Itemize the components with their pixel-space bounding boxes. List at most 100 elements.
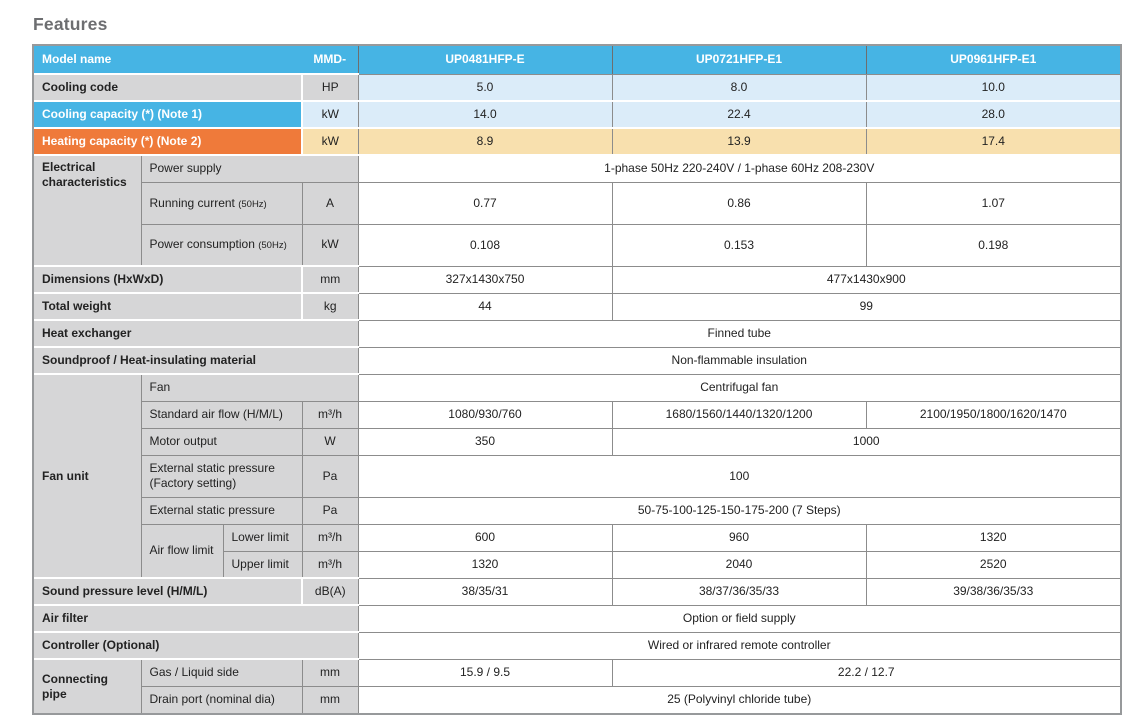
value-cell: 960 xyxy=(612,524,867,552)
table-row: Sound pressure level (H/M/L) dB(A) 38/35/3… xyxy=(34,578,1120,606)
table-row: Dimensions (HxWxD) mm 327x1430x750 477x1430… xyxy=(34,266,1120,294)
header-model-3: UP0961HFP-E1 xyxy=(866,46,1120,75)
spec-table-body: Model name MMD- UP0481HFP-E UP0721HFP-E1 UP0… xyxy=(34,46,1120,713)
unit-cell: W xyxy=(302,428,359,456)
value-cell: 1320 xyxy=(358,551,613,579)
unit-cell: kg xyxy=(302,293,359,321)
header-model-2: UP0721HFP-E1 xyxy=(612,46,867,75)
unit-cell: kW xyxy=(302,224,359,267)
table-row: Connecting pipe Gas / Liquid side mm 15.9 /… xyxy=(34,659,1120,713)
unit-cell: kW xyxy=(302,128,359,156)
table-row: Power consumption (50Hz) kW 0.108 0.153 0.19… xyxy=(34,224,1120,267)
table-row: Electrical characteristics Power supply 1-… xyxy=(34,155,1120,267)
value-cell: 22.4 xyxy=(612,101,867,129)
table-row: Standard air flow (H/M/L) m³/h 1080/930/76… xyxy=(34,401,1120,429)
features-spec-table: Model name MMD- UP0481HFP-E UP0721HFP-E1 UP0… xyxy=(32,44,1122,715)
unit-cell: HP xyxy=(302,74,359,102)
value-cell: 8.9 xyxy=(358,128,613,156)
unit-cell: kW xyxy=(302,101,359,129)
value-cell: 8.0 xyxy=(612,74,867,102)
row-label-lower-limit: Lower limit xyxy=(223,524,303,552)
header-model-1: UP0481HFP-E xyxy=(358,46,613,75)
value-cell: 1.07 xyxy=(866,182,1120,225)
table-row: Air flow limit Lower limit m³/h 600 960 1320 xyxy=(34,524,1120,579)
row-label-external-static-pressure: External static pressure xyxy=(141,497,303,525)
value-cell: Option or field supply xyxy=(358,605,1120,633)
value-cell: 50-75-100-125-150-175-200 (7 Steps) xyxy=(358,497,1120,525)
value-cell: 38/35/31 xyxy=(358,578,613,606)
value-cell: 600 xyxy=(358,524,613,552)
value-cell: 350 xyxy=(358,428,613,456)
unit-cell: mm xyxy=(302,686,359,713)
value-cell: 1320 xyxy=(866,524,1120,552)
value-cell: 1-phase 50Hz 220-240V / 1-phase 60Hz 208… xyxy=(358,155,1120,183)
value-cell: 25 (Polyvinyl chloride tube) xyxy=(358,686,1120,713)
value-cell: 2100/1950/1800/1620/1470 xyxy=(866,401,1120,429)
table-row: Upper limit m³/h 1320 2040 2520 xyxy=(34,551,1120,579)
unit-cell: Pa xyxy=(302,497,359,525)
unit-cell: m³/h xyxy=(302,551,359,579)
table-row: Total weight kg 44 99 xyxy=(34,293,1120,321)
row-label-cooling-code: Cooling code xyxy=(34,74,303,102)
unit-cell: mm xyxy=(302,266,359,294)
value-cell: 0.198 xyxy=(866,224,1120,267)
unit-cell: Pa xyxy=(302,455,359,498)
header-model-name: Model name xyxy=(34,46,302,75)
value-cell: Centrifugal fan xyxy=(358,374,1120,402)
value-cell: 10.0 xyxy=(866,74,1120,102)
value-cell: 38/37/36/35/33 xyxy=(612,578,867,606)
table-row: Cooling code HP 5.0 8.0 10.0 xyxy=(34,74,1120,102)
row-label-fan: Fan xyxy=(141,374,359,402)
header-mmd-prefix: MMD- xyxy=(302,46,359,75)
value-cell: 17.4 xyxy=(866,128,1120,156)
value-cell: 477x1430x900 xyxy=(612,266,1120,294)
value-cell: 14.0 xyxy=(358,101,613,129)
unit-cell: m³/h xyxy=(302,524,359,552)
table-row: Soundproof / Heat-insulating material Non… xyxy=(34,347,1120,375)
value-cell: 1080/930/760 xyxy=(358,401,613,429)
unit-cell: A xyxy=(302,182,359,225)
row-label-soundproof: Soundproof / Heat-insulating material xyxy=(34,347,359,375)
value-cell: 44 xyxy=(358,293,613,321)
table-row: Heating capacity (*) (Note 2) kW 8.9 13.9 17… xyxy=(34,128,1120,156)
row-label-heating-capacity: Heating capacity (*) (Note 2) xyxy=(34,128,303,156)
row-label-controller: Controller (Optional) xyxy=(34,632,359,660)
page-title: Features xyxy=(33,14,108,34)
value-cell: 2040 xyxy=(612,551,867,579)
table-row: Fan unit Fan Centrifugal fan xyxy=(34,374,1120,579)
row-label-air-filter: Air filter xyxy=(34,605,359,633)
unit-cell: mm xyxy=(302,659,359,687)
row-label-heat-exchanger: Heat exchanger xyxy=(34,320,359,348)
row-label-gas-liquid-side: Gas / Liquid side xyxy=(141,659,303,687)
table-row: Model name MMD- UP0481HFP-E UP0721HFP-E1 UP0… xyxy=(34,46,1120,75)
row-label-air-flow-limit: Air flow limit xyxy=(141,524,224,579)
row-label-power-consumption: Power consumption (50Hz) xyxy=(141,224,303,267)
table-row: Motor output W 350 1000 xyxy=(34,428,1120,456)
spec-table: Model name MMD- UP0481HFP-E UP0721HFP-E1 UP0… xyxy=(34,46,1120,713)
row-label-dimensions: Dimensions (HxWxD) xyxy=(34,266,303,294)
row-label-electrical-characteristics: Electrical characteristics xyxy=(34,155,142,267)
table-row: Controller (Optional) Wired or infrared r… xyxy=(34,632,1120,660)
row-label-fan-unit: Fan unit xyxy=(34,374,142,579)
row-label-cooling-capacity: Cooling capacity (*) (Note 1) xyxy=(34,101,303,129)
value-cell: 0.108 xyxy=(358,224,613,267)
value-cell: 22.2 / 12.7 xyxy=(612,659,1120,687)
value-cell: Non-flammable insulation xyxy=(358,347,1120,375)
row-label-power-supply: Power supply xyxy=(141,155,359,183)
value-cell: 0.86 xyxy=(612,182,867,225)
value-cell: 327x1430x750 xyxy=(358,266,613,294)
value-cell: 15.9 / 9.5 xyxy=(358,659,613,687)
value-cell: 13.9 xyxy=(612,128,867,156)
value-cell: 28.0 xyxy=(866,101,1120,129)
row-label-upper-limit: Upper limit xyxy=(223,551,303,579)
row-label-sound-pressure-level: Sound pressure level (H/M/L) xyxy=(34,578,303,606)
value-cell: 5.0 xyxy=(358,74,613,102)
value-cell: 100 xyxy=(358,455,1120,498)
table-row: External static pressure Pa 50-75-100-125-… xyxy=(34,497,1120,525)
value-cell: 39/38/36/35/33 xyxy=(866,578,1120,606)
table-row: Drain port (nominal dia) mm 25 (Polyvinyl … xyxy=(34,686,1120,713)
value-cell: 1000 xyxy=(612,428,1120,456)
table-row: Air filter Option or field supply xyxy=(34,605,1120,633)
value-cell: 2520 xyxy=(866,551,1120,579)
